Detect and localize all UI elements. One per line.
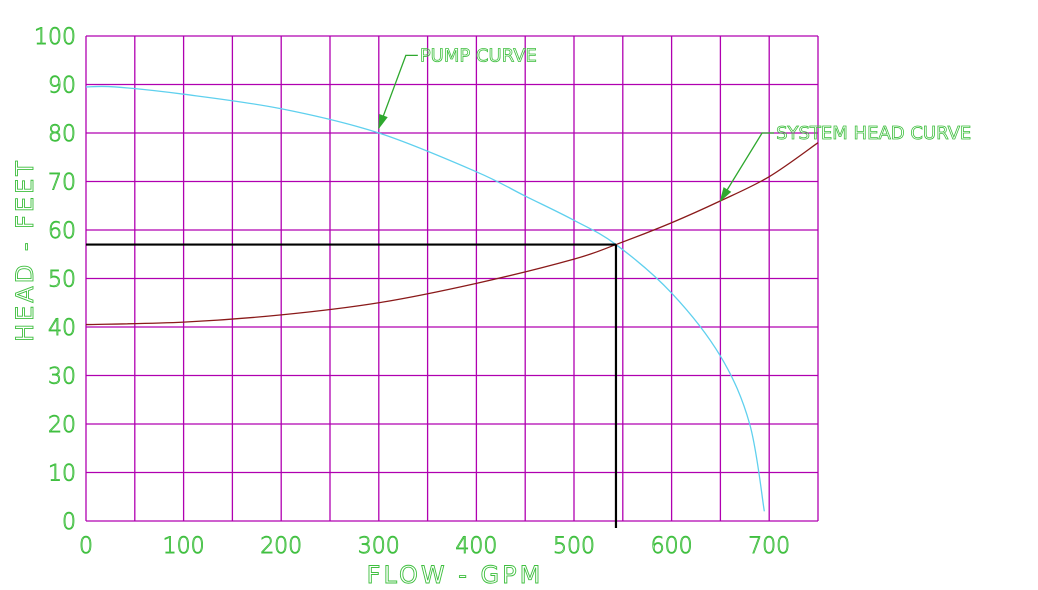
y-tick-label: 10 — [48, 462, 76, 487]
x-axis-title: FLOW - GPM — [367, 561, 544, 589]
y-tick-label: 30 — [48, 365, 76, 390]
y-tick-label: 20 — [48, 413, 76, 438]
x-tick-label: 100 — [163, 534, 205, 559]
x-tick-label: 200 — [260, 534, 302, 559]
y-axis-title: HEAD - FEET — [11, 158, 39, 342]
y-tick-label: 60 — [48, 219, 76, 244]
x-tick-label: 300 — [358, 534, 400, 559]
chart-series — [85, 85, 819, 512]
system-curve-annotation: SYSTEM HEAD CURVE — [719, 123, 972, 203]
curve-annotations: PUMP CURVE SYSTEM HEAD CURVE — [378, 45, 972, 203]
leader-line — [719, 132, 775, 202]
operating-point-lines — [86, 243, 618, 528]
annotation-label: SYSTEM HEAD CURVE — [776, 123, 971, 144]
y-tick-label: 0 — [62, 510, 76, 535]
arrow-head-icon — [378, 114, 388, 130]
leader-line — [378, 54, 418, 129]
y-tick-label: 90 — [48, 74, 76, 99]
y-tick-label: 40 — [48, 316, 76, 341]
y-tick-label: 80 — [48, 122, 76, 147]
pump-curve-annotation: PUMP CURVE — [378, 45, 537, 130]
x-tick-label: 600 — [651, 534, 693, 559]
y-tick-label: 100 — [34, 25, 76, 50]
system-head-curve-line — [85, 142, 819, 326]
chart-grid — [85, 35, 819, 522]
pump-curve-line — [85, 85, 765, 512]
x-tick-label: 0 — [79, 534, 93, 559]
x-tick-label: 700 — [748, 534, 790, 559]
y-tick-label: 70 — [48, 171, 76, 196]
arrow-head-icon — [719, 187, 732, 203]
x-tick-label: 400 — [455, 534, 497, 559]
tick-labels: 0 100 200 300 400 500 600 700 0 10 20 30 40 50 60 70 80 9… — [34, 25, 791, 560]
x-tick-label: 500 — [553, 534, 595, 559]
annotation-label: PUMP CURVE — [420, 45, 537, 66]
y-tick-label: 50 — [48, 268, 76, 293]
